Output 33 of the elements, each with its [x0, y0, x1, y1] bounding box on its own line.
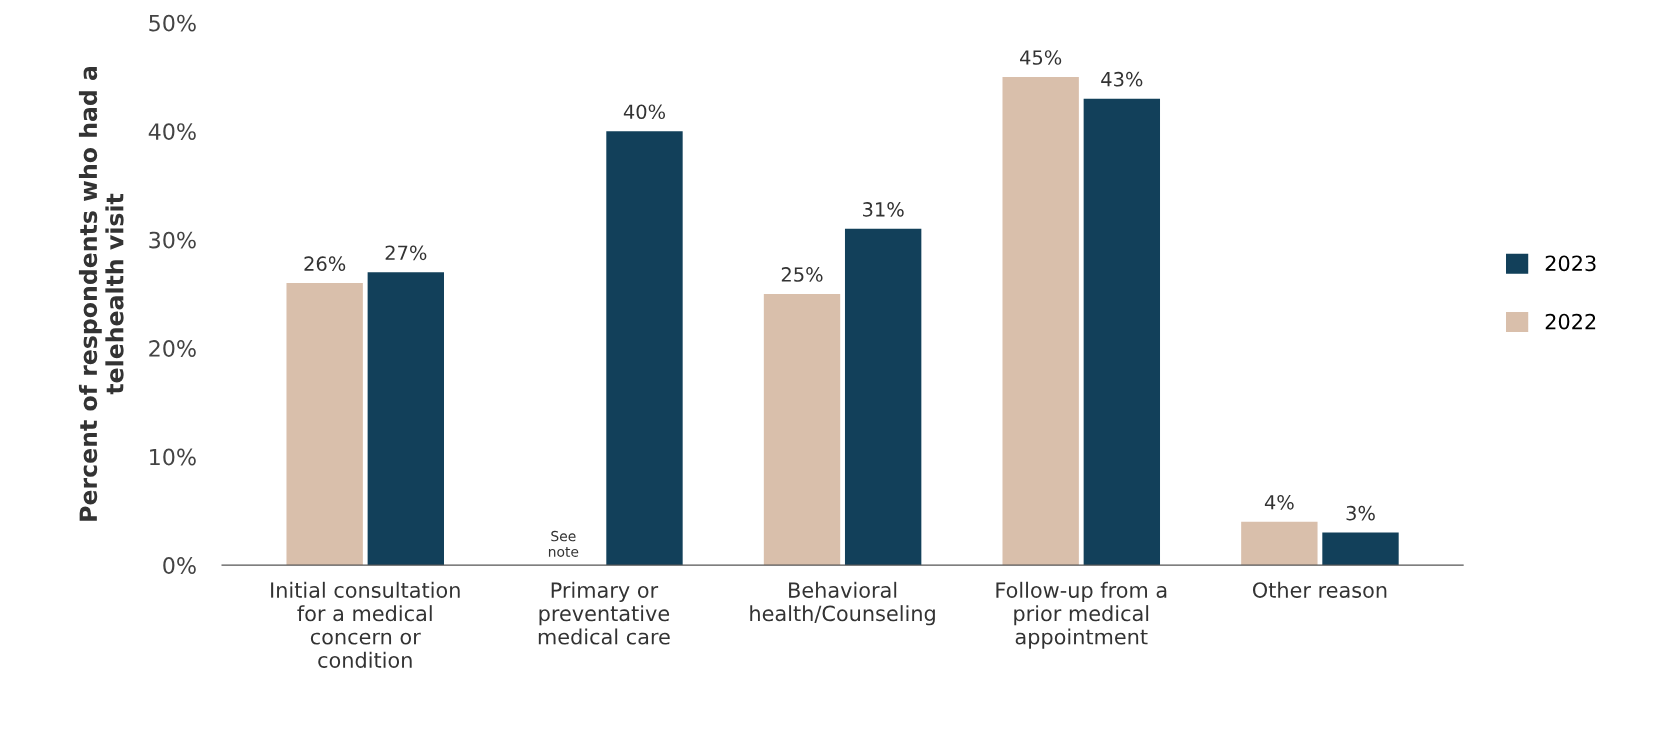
- text: 25%: [781, 267, 823, 282]
- text: 43%: [1101, 71, 1143, 87]
- bar: [1241, 521, 1318, 566]
- y-tick-label: 30%: [149, 231, 196, 249]
- legend-label: 2022: [1545, 313, 1596, 330]
- bar: [367, 272, 444, 566]
- text: 4%: [1264, 494, 1294, 510]
- y-tick-label: 20%: [149, 340, 196, 357]
- bar: [1083, 98, 1161, 566]
- bar: [1002, 76, 1079, 566]
- text: 26%: [304, 256, 346, 271]
- text: 40%: [623, 104, 666, 120]
- text: 45%: [1020, 50, 1062, 65]
- y-tick-label: 40%: [148, 123, 196, 140]
- y-axis-title: Percent of respondents who had a telehealth visit: [78, 66, 124, 521]
- text: 31%: [863, 202, 904, 217]
- x-tick-label: Initial consultation for a medical concern or condition: [271, 581, 460, 668]
- annotation: See note: [548, 530, 579, 557]
- legend-label: 2023: [1545, 255, 1596, 272]
- x-tick-label: Behavioral health/Counseling: [750, 581, 935, 626]
- y-tick-label: 50%: [149, 14, 196, 32]
- x-tick-label: Follow-up from a prior medical appointment: [996, 581, 1167, 649]
- x-tick-label: Other reason: [1252, 581, 1387, 598]
- text: 3%: [1346, 505, 1375, 521]
- bar: [763, 293, 841, 566]
- bar: [844, 228, 922, 566]
- y-tick-label: 10%: [150, 448, 196, 466]
- bar: [1322, 532, 1399, 566]
- bar: [606, 131, 683, 566]
- text: 27%: [385, 245, 427, 261]
- y-tick-label: 0%: [163, 557, 196, 574]
- x-tick-label: Primary or preventative medical care: [538, 581, 670, 645]
- bar: [286, 283, 363, 566]
